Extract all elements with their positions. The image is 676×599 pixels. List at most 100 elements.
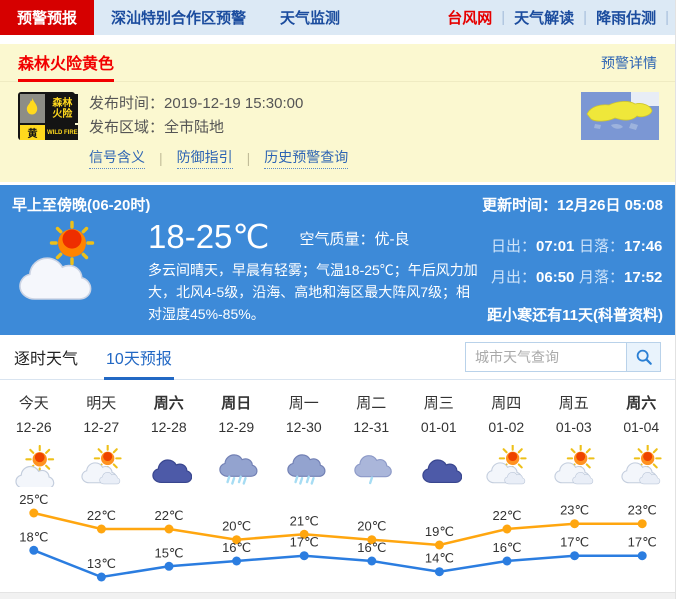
tab-ten-day-forecast[interactable]: 10天预报 xyxy=(104,335,174,380)
svg-text:22℃: 22℃ xyxy=(154,508,183,523)
moonrise: 月出：06:50 xyxy=(491,266,575,287)
cloud-dark-icon xyxy=(146,445,193,489)
issue-area-label: 发布区域： xyxy=(89,119,165,136)
svg-text:22℃: 22℃ xyxy=(492,508,521,523)
rain-1-icon xyxy=(348,445,394,489)
moonrise-value: 06:50 xyxy=(536,269,575,286)
moonset: 月落：17:52 xyxy=(579,266,663,287)
defense-guide-link[interactable]: 防御指引 xyxy=(176,147,233,169)
update-time: 更新时间：12月26日 05:08 xyxy=(482,194,663,215)
warning-detail-link[interactable]: 预警详情 xyxy=(601,54,657,71)
region-map-thumbnail[interactable] xyxy=(581,92,659,140)
svg-text:17℃: 17℃ xyxy=(628,535,657,550)
svg-text:16℃: 16℃ xyxy=(357,540,386,555)
update-time-label: 更新时间： xyxy=(482,197,558,214)
svg-text:18℃: 18℃ xyxy=(19,529,48,544)
forecast-day-label: 周四 xyxy=(491,395,522,412)
nav-tab-shenshan-warning[interactable]: 深汕特别合作区预警 xyxy=(94,0,263,35)
issue-time-label: 发布时间： xyxy=(89,95,165,112)
nav-tab-weather-monitor[interactable]: 天气监测 xyxy=(263,0,357,35)
update-time-value: 12月26日 05:08 xyxy=(557,197,663,214)
city-search xyxy=(465,335,661,379)
forecast-date: 01-02 xyxy=(488,419,525,435)
sunrise-value: 07:01 xyxy=(536,238,575,255)
sun-moon-panel: 日出：07:01 日落：17:46 月出：06:50 月落：17:52 xyxy=(491,235,663,287)
sun-cloud-icon xyxy=(11,444,57,489)
moonrise-label: 月出： xyxy=(491,269,537,286)
warning-links: 信号含义 防御指引 历史预警查询 xyxy=(89,147,349,169)
issue-time-value: 2019-12-19 15:30:00 xyxy=(164,95,304,112)
current-summary: 18-25℃ 空气质量：优-良 多云间晴天，早晨有轻雾；气温18-25℃；午后风… xyxy=(148,219,478,325)
forecast-day-label: 周六 xyxy=(626,395,657,412)
sunset-value: 17:46 xyxy=(624,238,663,255)
rain-2-icon xyxy=(281,445,327,489)
svg-text:20℃: 20℃ xyxy=(222,519,251,534)
forecast-day-label: 周二 xyxy=(356,395,387,412)
wildfire-warning-badge-icon: 森林 火险 黄 WILD FIRE xyxy=(18,92,78,140)
forecast-date: 12-26 xyxy=(15,419,52,435)
forecast-day-label: 周日 xyxy=(221,395,252,412)
air-quality: 空气质量：优-良 xyxy=(299,228,409,255)
svg-text:22℃: 22℃ xyxy=(87,508,116,523)
forecast-date: 12-29 xyxy=(218,419,255,435)
nav-link-weather-explain[interactable]: 天气解读 xyxy=(514,10,575,27)
forecast-day-label: 今天 xyxy=(18,395,49,412)
warning-body: 森林 火险 黄 WILD FIRE 发布时间：2019-12-19 15:30:… xyxy=(0,82,675,169)
forecast-day-column: 今天 12-26 xyxy=(0,392,68,489)
sunrise-label: 日出： xyxy=(491,238,537,255)
nav-link-rain-estimate[interactable]: 降雨估测 xyxy=(596,10,657,27)
badge-type-line1: 森林 xyxy=(52,97,73,109)
solar-term-note-link[interactable]: 距小寒还有11天(科普资料) xyxy=(487,307,663,324)
nav-tab-warning-forecast[interactable]: 预警预报 xyxy=(0,0,95,35)
tab-hourly-weather[interactable]: 逐时天气 xyxy=(14,335,78,379)
forecast-date: 01-03 xyxy=(555,419,592,435)
sun-clouds-icon xyxy=(78,444,124,489)
nav-tab-label: 预警预报 xyxy=(17,10,78,27)
nav-tab-label: 天气监测 xyxy=(280,10,341,27)
badge-english-label: WILD FIRE xyxy=(47,125,78,140)
sun-moon-grid: 日出：07:01 日落：17:46 月出：06:50 月落：17:52 xyxy=(491,235,663,287)
rain-2-icon xyxy=(213,445,259,489)
forecast-date: 12-30 xyxy=(285,419,322,435)
sun-clouds-icon xyxy=(618,444,664,489)
temp-row: 18-25℃ 空气质量：优-良 xyxy=(148,219,478,255)
forecast-date: 12-28 xyxy=(150,419,187,435)
current-weather-panel: 早上至傍晚(06-20时) 更新时间：12月26日 05:08 18-25℃ 空… xyxy=(0,185,675,335)
search-button[interactable] xyxy=(627,342,661,372)
forecast-tabbar: 逐时天气 10天预报 xyxy=(0,335,675,380)
forecast-day-column: 周五 01-03 xyxy=(540,392,608,489)
footer-strip xyxy=(0,592,675,599)
temperature-range: 18-25℃ xyxy=(148,218,270,255)
current-weather-icon xyxy=(16,219,112,325)
forecast-date: 01-01 xyxy=(420,419,457,435)
warning-title: 森林火险黄色 xyxy=(18,44,115,82)
svg-text:15℃: 15℃ xyxy=(154,545,183,560)
forecast-day-label: 周三 xyxy=(423,395,454,412)
svg-text:17℃: 17℃ xyxy=(290,535,319,550)
air-quality-value: 优-良 xyxy=(374,231,410,248)
nav-right-links: 台风网 天气解读 降雨估测 xyxy=(438,0,675,35)
forecast-day-column: 周六 12-28 xyxy=(135,392,203,489)
city-search-input[interactable] xyxy=(465,342,627,372)
history-warning-link[interactable]: 历史预警查询 xyxy=(264,147,349,169)
sunset: 日落：17:46 xyxy=(579,235,663,256)
nav-link-typhoon[interactable]: 台风网 xyxy=(447,10,493,27)
sun-clouds-icon xyxy=(551,444,597,489)
weather-description: 多云间晴天，早晨有轻雾；气温18-25℃；午后风力加大，北风4-5级，沿海、高地… xyxy=(148,262,478,322)
warning-panel: 森林火险黄色 预警详情 森林 火险 黄 WILD FIRE 发布时间：2019-… xyxy=(0,44,675,182)
issue-area-value: 全市陆地 xyxy=(164,119,225,136)
warning-info: 发布时间：2019-12-19 15:30:00 发布区域：全市陆地 信号含义 … xyxy=(89,92,349,169)
tab-label: 逐时天气 xyxy=(14,351,79,368)
signal-meaning-link[interactable]: 信号含义 xyxy=(89,147,145,169)
svg-text:20℃: 20℃ xyxy=(357,519,386,534)
forecast-day-label: 周一 xyxy=(288,395,319,412)
divider xyxy=(159,150,163,166)
svg-text:19℃: 19℃ xyxy=(425,524,454,539)
warning-header: 森林火险黄色 预警详情 xyxy=(0,44,675,82)
forecast-day-column: 周三 01-01 xyxy=(405,392,473,489)
forecast-day-column: 周四 01-02 xyxy=(473,392,541,489)
current-body: 18-25℃ 空气质量：优-良 多云间晴天，早晨有轻雾；气温18-25℃；午后风… xyxy=(12,219,663,325)
ten-day-forecast: 今天 12-26 明天 12-27 周六 12-28 周日 12-29 周一 12-30 周二 12-… xyxy=(0,380,675,595)
svg-text:14℃: 14℃ xyxy=(425,551,454,566)
